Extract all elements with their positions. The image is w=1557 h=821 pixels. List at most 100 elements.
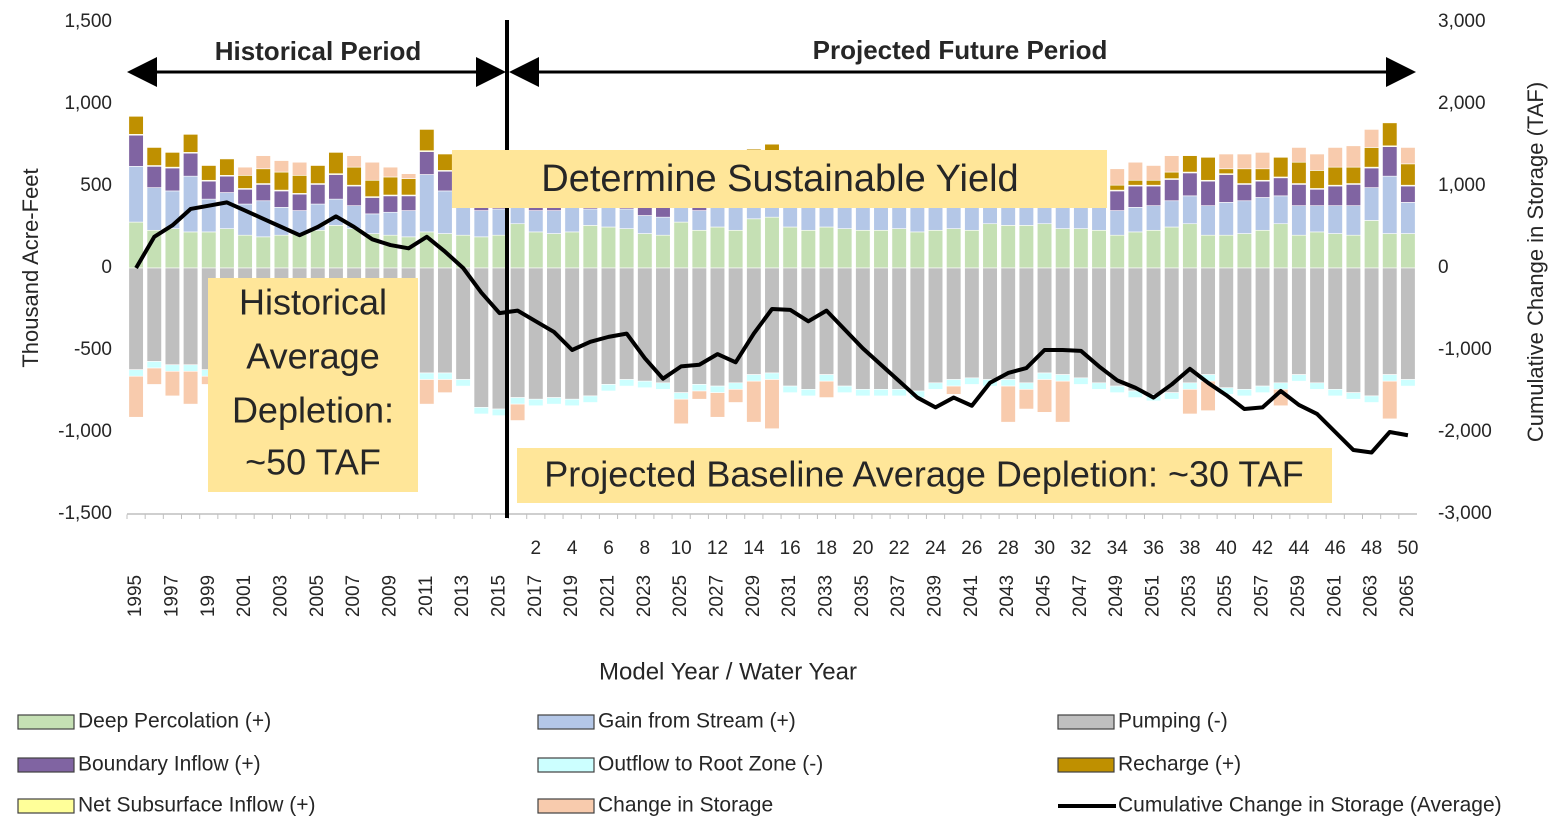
bar-segment [1000,225,1016,269]
bar-segment [1036,372,1053,380]
bar-segment [691,384,707,392]
historical-depletion-box [208,278,418,492]
bar-segment [1091,207,1107,231]
bar-segment [1273,382,1289,390]
bar-segment [1145,267,1162,395]
bar-segment [728,267,744,384]
bar-segment [183,231,199,269]
historical-depletion-line: ~50 TAF [245,442,381,483]
bar-segment [1145,205,1162,231]
bar-segment [437,267,453,374]
historical-depletion-line: Depletion: [232,390,394,431]
bar-segment [600,267,617,385]
x-axis-label: Model Year / Water Year [599,658,857,685]
x-tick-label: 1999 [198,575,219,617]
bar-segment [146,166,162,188]
bar-segment [728,389,744,403]
bar-segment [1127,185,1143,208]
bar-segment [1291,184,1307,206]
bar-segment [891,267,907,390]
bar-segment [1382,122,1398,147]
legend-swatch [1057,714,1115,730]
bar-segment [528,267,544,400]
bar-segment [564,231,580,269]
bar-segment [1364,147,1380,168]
x-tick-label: 2065 [1397,575,1418,617]
y2-tick-label: 3,000 [1438,11,1486,32]
bar-segment [1309,153,1325,171]
bar-segment [1164,155,1180,173]
bar-segment [1200,157,1216,181]
legend-label: Change in Storage [598,794,773,817]
bar-segment [1345,184,1361,206]
bar-segment [600,384,617,392]
bar-segment [1309,170,1325,189]
bar-segment [1291,234,1307,269]
bar-segment [128,166,144,223]
model-year-label: 50 [1397,538,1418,559]
x-tick-label: 2029 [743,575,764,617]
x-tick-label: 2059 [1288,575,1309,617]
y2-tick-label: 2,000 [1438,93,1486,114]
bar-segment [164,267,180,366]
x-tick-label: 2017 [525,575,546,617]
bar-segment [1127,231,1143,269]
bar-segment [128,375,144,418]
model-year-label: 4 [567,538,578,559]
model-year-label: 20 [852,538,873,559]
bar-segment [164,364,180,372]
bar-segment [128,116,144,135]
legend-swatch [17,714,75,730]
bar-segment [873,389,889,397]
bar-segment [346,228,362,269]
bar-segment [273,190,290,208]
bar-segment [1200,234,1216,269]
bar-segment [1000,267,1016,380]
bar-segment [164,371,180,397]
bar-segment [401,236,417,269]
bar-segment [164,152,180,168]
bar-segment [1273,195,1289,225]
bar-segment [546,210,562,234]
bar-segment [1400,267,1416,380]
y-tick-label: -500 [74,339,112,360]
bar-segment [691,210,707,231]
y-tick-label: -1,500 [58,503,112,524]
bar-segment [1127,390,1143,398]
x-tick-label: 2035 [852,575,873,617]
x-tick-label: 2015 [488,575,509,617]
x-tick-label: 2031 [779,575,800,617]
bar-segment [1327,267,1343,390]
bar-segment [619,228,635,269]
bar-segment [746,267,762,375]
bar-segment [273,171,290,191]
bar-segment [219,228,235,269]
legend-swatch [537,798,595,814]
bar-segment [455,379,471,387]
bar-segment [655,234,671,269]
bar-segment [709,226,726,269]
sustainable-box [452,150,1107,208]
bar-segment [619,379,635,387]
bar-segment [364,197,380,215]
historical-depletion-line: Historical [239,282,387,323]
bar-segment [1254,168,1271,181]
bar-segment [746,218,762,269]
bar-segment [1382,175,1398,234]
model-year-label: 28 [998,538,1019,559]
model-year-label: 6 [603,538,614,559]
bar-segment [1182,382,1198,390]
legend-swatch [537,757,595,773]
y2-tick-label: -2,000 [1438,421,1492,442]
bar-segment [673,221,689,269]
bar-segment [1200,205,1216,236]
model-year-label: 22 [889,538,910,559]
bar-segment [1364,220,1380,269]
x-tick-label: 2039 [925,575,946,617]
bar-segment [1400,147,1416,165]
bar-segment [237,175,253,189]
bar-segment [382,211,399,236]
bar-segment [1073,267,1089,379]
bar-segment [183,267,199,366]
